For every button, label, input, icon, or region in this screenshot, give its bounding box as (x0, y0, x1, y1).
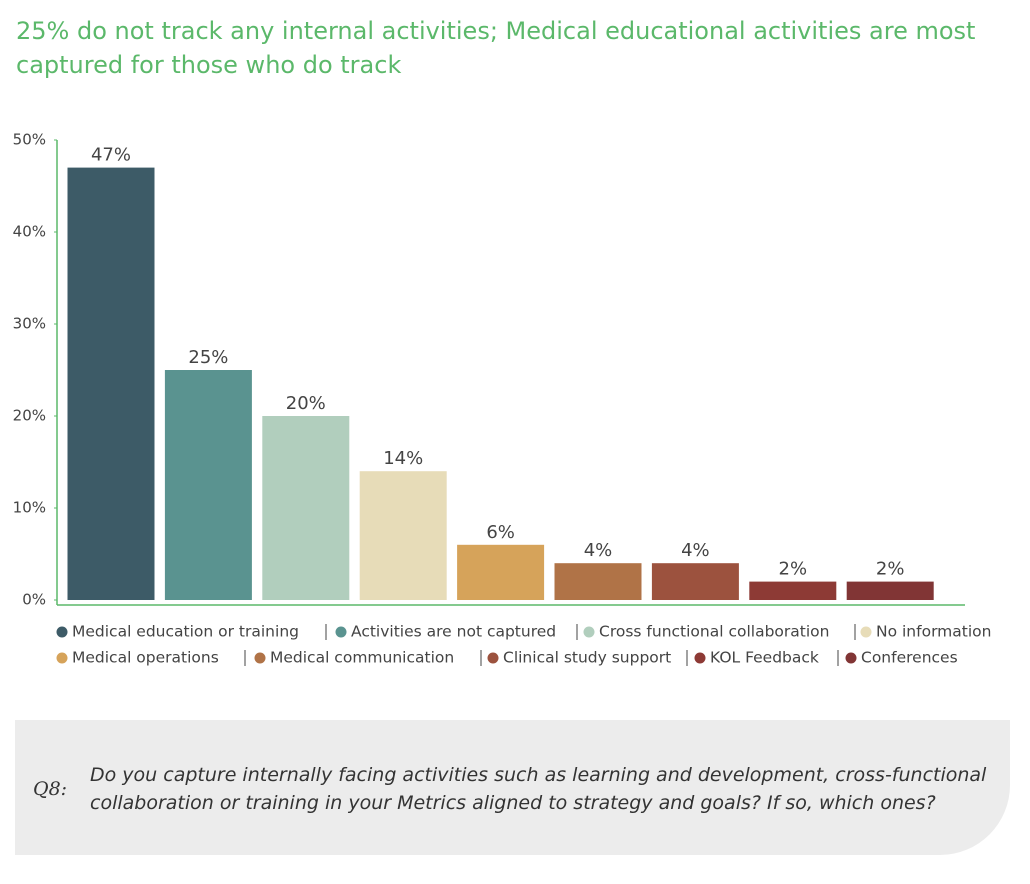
value-label: 4% (584, 540, 613, 561)
legend-swatch (583, 626, 595, 638)
legend-label: Medical communication (270, 649, 454, 667)
bar (749, 581, 837, 600)
legend-label: Medical education or training (72, 623, 299, 641)
value-label: 20% (286, 393, 326, 414)
y-tick-label: 0% (22, 591, 46, 609)
legend-swatch (487, 652, 499, 664)
value-label: 4% (681, 540, 710, 561)
y-tick-label: 30% (13, 315, 46, 333)
legend-label: Conferences (861, 649, 958, 667)
legend-label: Cross functional collaboration (599, 623, 829, 641)
y-tick-label: 10% (13, 499, 46, 517)
bar (457, 544, 545, 600)
legend-swatch (254, 652, 266, 664)
question-text: Do you capture internally facing activit… (90, 764, 987, 814)
legend-label: Medical operations (72, 649, 219, 667)
bar (359, 471, 447, 600)
y-tick-label: 40% (13, 223, 46, 241)
legend-swatch (845, 652, 857, 664)
bar (164, 370, 252, 600)
chart-title: 25% do not track any internal activities… (16, 17, 976, 79)
value-label: 25% (188, 347, 228, 368)
question-box: Q8: Do you capture internally facing act… (15, 720, 1010, 855)
legend-swatch (56, 626, 68, 638)
legend-label: KOL Feedback (710, 649, 819, 667)
value-label: 6% (486, 522, 515, 543)
value-label: 2% (876, 559, 905, 580)
value-label: 2% (779, 559, 808, 580)
value-label: 14% (383, 448, 423, 469)
value-label: 47% (91, 145, 131, 166)
bar (262, 416, 350, 600)
legend-swatch (335, 626, 347, 638)
legend-label: Clinical study support (503, 649, 671, 667)
legend-swatch (694, 652, 706, 664)
legend-swatch (56, 652, 68, 664)
bar (846, 581, 934, 600)
y-tick-label: 20% (13, 407, 46, 425)
legend-label: No information (876, 623, 991, 641)
legend-label: Activities are not captured (351, 623, 556, 641)
bar (651, 563, 739, 600)
bar (67, 167, 155, 600)
y-tick-label: 50% (13, 131, 46, 149)
bar (554, 563, 642, 600)
question-label: Q8: (33, 778, 68, 800)
chart: 0% 10% 20% 30% 40% 50% 47% 25% 20% 14% 6% 4% 4% 2% 2% M… (13, 131, 992, 667)
legend-swatch (860, 626, 872, 638)
